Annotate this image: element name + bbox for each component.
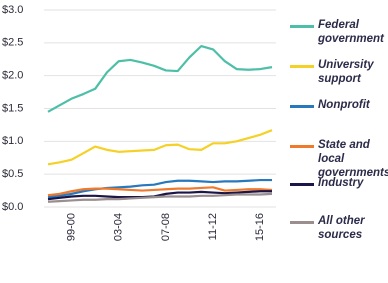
legend-item: All other sources	[290, 214, 388, 242]
series-line	[47, 178, 272, 199]
series-line	[47, 190, 272, 201]
legend-label: State and local governments	[318, 139, 388, 179]
legend-swatch	[290, 145, 314, 148]
x-tick-label: 03-04	[113, 213, 125, 241]
series-line	[47, 45, 273, 113]
legend-item: Federal government	[290, 18, 388, 46]
legend-item: Industry	[290, 176, 388, 190]
y-tick-label: $0.5	[2, 168, 23, 180]
y-tick-label: $2.5	[2, 37, 23, 49]
x-tick-label: 99-00	[65, 213, 77, 241]
x-tick-label: 15-16	[254, 213, 266, 241]
x-tick-label: 11-12	[207, 213, 219, 240]
legend-label: University support	[318, 59, 374, 85]
y-tick-label: $1.5	[2, 102, 23, 114]
legend-label: Federal government	[318, 19, 384, 45]
y-tick-label: $1.0	[2, 135, 23, 147]
legend-swatch	[290, 105, 314, 108]
series-line	[47, 186, 273, 197]
legend-label: Industry	[318, 177, 364, 189]
legend-swatch	[290, 183, 314, 186]
legend-swatch	[290, 65, 314, 68]
legend-item: State and local governments	[290, 138, 388, 180]
legend-item: Nonprofit	[290, 98, 388, 112]
legend-item: University support	[290, 58, 388, 86]
y-tick-label: $3.0	[2, 4, 23, 16]
series-line	[47, 192, 273, 203]
legend-swatch	[290, 25, 314, 28]
y-tick-label: $2.0	[2, 70, 23, 82]
legend-label: Nonprofit	[318, 99, 370, 111]
y-tick-label: $0.0	[2, 201, 23, 213]
legend-swatch	[290, 221, 314, 224]
legend-label: All other sources	[318, 215, 365, 241]
series-line	[47, 129, 273, 166]
x-tick-label: 07-08	[160, 213, 172, 241]
